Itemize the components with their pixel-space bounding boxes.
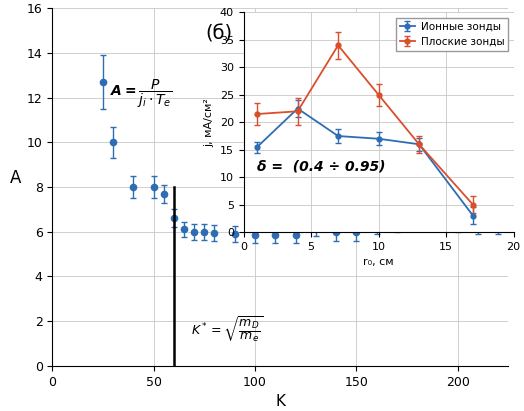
Y-axis label: j, мА/см²: j, мА/см² [204,98,214,147]
Text: (б): (б) [205,24,232,43]
X-axis label: r₀, см: r₀, см [363,258,394,268]
Text: $K^* = \sqrt{\dfrac{m_D}{m_e}}$: $K^* = \sqrt{\dfrac{m_D}{m_e}}$ [191,315,264,345]
Text: $\boldsymbol{A = \dfrac{P}{j_i \cdot T_e}}$: $\boldsymbol{A = \dfrac{P}{j_i \cdot T_e… [110,78,172,110]
Text: δ =  (0.4 ÷ 0.95): δ = (0.4 ÷ 0.95) [257,159,386,173]
X-axis label: K: K [275,394,286,409]
Y-axis label: A: A [10,169,21,187]
Legend: Ионные зонды, Плоские зонды: Ионные зонды, Плоские зонды [396,18,508,51]
